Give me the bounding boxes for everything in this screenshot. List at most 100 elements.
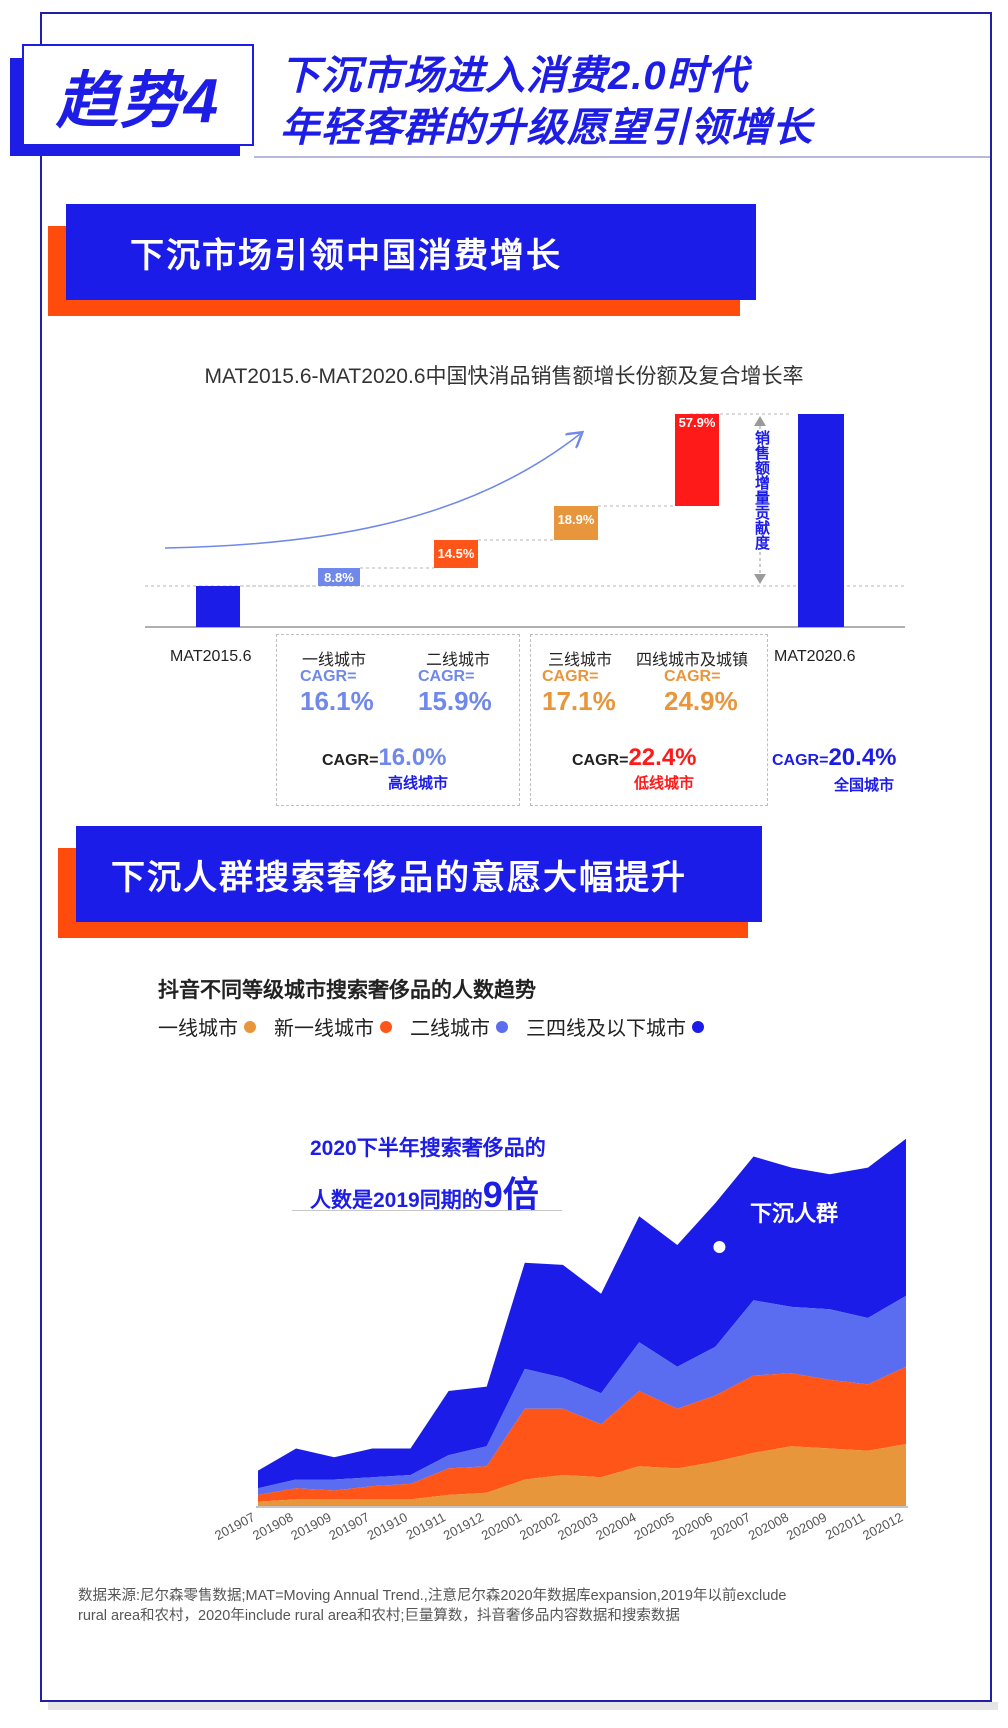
low-tier-cagr: CAGR=22.4%	[572, 744, 697, 772]
x-tick-label: 201907	[326, 1509, 371, 1543]
title-divider	[254, 156, 990, 158]
legend-dot-tier1	[244, 1020, 256, 1033]
legend-label-tier1: 一线城市	[158, 1018, 238, 1040]
bar-mat2015	[196, 586, 240, 627]
page-title-line2: 年轻客群的升级愿望引领增长	[280, 106, 813, 150]
low-tier-cagr-label: CAGR=	[572, 752, 629, 769]
area-series-3	[258, 1138, 906, 1489]
area-series-1	[258, 1366, 906, 1502]
chart2-title: 抖音不同等级城市搜索奢侈品的人数趋势	[158, 979, 536, 1002]
annotation-line2: 人数是2019同期的9倍	[310, 1166, 539, 1218]
growth-trend-arrow	[164, 434, 580, 549]
x-tick-label: 201908	[250, 1509, 295, 1543]
trend-badge: 趋势4	[22, 44, 254, 146]
tier3-cagr-value: 17.1%	[542, 686, 616, 716]
x-tick-label: 202006	[669, 1509, 714, 1543]
national-cagr: CAGR=20.4%	[772, 744, 897, 772]
high-tier-cagr-label: CAGR=	[322, 752, 379, 769]
national-cagr-value: 20.4%	[828, 744, 897, 771]
legend-item-tier34: 三四线及以下城市	[526, 1012, 704, 1041]
high-tier-cagr: CAGR=16.0%	[322, 744, 447, 772]
x-tick-label: 202001	[479, 1509, 524, 1543]
category-mat2020: MAT2020.6	[774, 648, 856, 665]
trend-badge-text: 趋势4	[55, 67, 221, 136]
source-note: 数据来源:尼尔森零售数据;MAT=Moving Annual Trend.,注意…	[78, 1588, 787, 1624]
bar-tier4	[675, 414, 719, 506]
section2-banner: 下沉人群搜索奢侈品的意愿大幅提升	[76, 826, 762, 922]
frame-shadow	[48, 1702, 998, 1710]
x-tick-label: 201907	[212, 1509, 257, 1543]
high-tier-cagr-value: 16.0%	[378, 744, 447, 771]
chart1-title: MAT2015.6-MAT2020.6中国快消品销售额增长份额及复合增长率	[204, 365, 804, 388]
legend-label-new-tier1: 新一线城市	[274, 1018, 374, 1040]
contribution-label: 销售额增量贡献度	[750, 430, 770, 550]
x-tick-label: 202009	[784, 1509, 829, 1543]
tier1-cagr-label: CAGR=	[300, 668, 357, 685]
low-tier-group-box	[530, 634, 768, 806]
bar-tier4-value: 57.9%	[678, 415, 716, 430]
category-tier1: 一线城市	[302, 652, 367, 669]
x-tick-label: 202011	[823, 1509, 867, 1542]
tier1-cagr-value: 16.1%	[300, 686, 374, 716]
x-tick-label: 202002	[517, 1509, 562, 1543]
annotation-multiplier: 9倍	[482, 1174, 539, 1215]
annotation-line1: 2020下半年搜索奢侈品的	[310, 1137, 546, 1160]
waterfall-chart	[145, 413, 905, 628]
x-tick-label: 202003	[555, 1509, 600, 1543]
waterfall-connectors	[145, 413, 905, 587]
bar-tier3-value: 18.9%	[557, 512, 595, 527]
x-tick-label: 202004	[593, 1509, 638, 1543]
legend-item-new-tier1: 新一线城市	[274, 1012, 392, 1041]
legend-dot-tier2	[496, 1020, 508, 1033]
high-tier-label: 高线城市	[388, 775, 449, 792]
bar-tier2	[434, 540, 478, 568]
legend-label-tier2: 二线城市	[410, 1018, 490, 1040]
tier2-cagr-value: 15.9%	[418, 686, 492, 716]
legend-item-tier1: 一线城市	[158, 1012, 256, 1041]
page-title-line1: 下沉市场进入消费2.0时代	[280, 54, 749, 98]
area-series-2	[258, 1295, 906, 1495]
legend-item-tier2: 二线城市	[410, 1012, 508, 1041]
chart2-legend: 一线城市 新一线城市 二线城市 三四线及以下城市	[158, 1012, 704, 1041]
x-tick-label: 202008	[746, 1509, 791, 1543]
marker-label: 下沉人群	[750, 1201, 839, 1226]
tier2-cagr-label: CAGR=	[418, 668, 475, 685]
bar-tier2-value: 14.5%	[437, 546, 475, 561]
x-tick-label: 201909	[288, 1509, 333, 1543]
annotation-underline	[292, 1210, 562, 1211]
page-frame	[40, 12, 992, 1702]
annotation-line2-text: 人数是2019同期的	[310, 1189, 483, 1212]
page-title: 下沉市场进入消费2.0时代 年轻客群的升级愿望引领增长	[280, 50, 813, 154]
area-series-0	[258, 1444, 906, 1506]
tier4-cagr-label: CAGR=	[664, 668, 721, 685]
x-tick-label: 201910	[365, 1509, 410, 1543]
area-chart: 2019072019082019092019072019102019112019…	[212, 1138, 908, 1543]
tier4-cagr-value: 24.9%	[664, 686, 738, 716]
x-tick-label: 202005	[631, 1509, 676, 1543]
bar-tier1	[318, 568, 360, 586]
legend-dot-tier34	[692, 1020, 704, 1033]
low-tier-cagr-value: 22.4%	[628, 744, 697, 771]
category-tier4: 四线城市及城镇	[636, 652, 749, 669]
high-tier-group-box	[276, 634, 520, 806]
lower-tier-marker-dot	[713, 1240, 726, 1253]
national-label: 全国城市	[834, 777, 895, 794]
legend-dot-new-tier1	[380, 1020, 392, 1033]
x-tick-label: 201911	[403, 1509, 447, 1542]
bar-mat2020	[798, 414, 844, 627]
national-cagr-label: CAGR=	[772, 752, 829, 769]
category-tier3: 三线城市	[548, 652, 613, 669]
section2-banner-text: 下沉人群搜索奢侈品的意愿大幅提升	[111, 858, 687, 897]
bar-tier3	[554, 506, 598, 540]
category-tier2: 二线城市	[426, 652, 491, 669]
low-tier-label: 低线城市	[634, 775, 695, 792]
tier3-cagr-label: CAGR=	[542, 668, 599, 685]
category-mat2015: MAT2015.6	[170, 648, 252, 665]
x-tick-label: 202007	[708, 1509, 753, 1543]
section1-banner: 下沉市场引领中国消费增长	[66, 204, 756, 300]
x-tick-label: 202012	[860, 1509, 905, 1543]
bar-tier1-value: 8.8%	[324, 570, 354, 585]
x-tick-label: 201912	[441, 1509, 486, 1543]
legend-label-tier34: 三四线及以下城市	[526, 1018, 686, 1040]
section1-banner-text: 下沉市场引领中国消费增长	[130, 236, 562, 275]
